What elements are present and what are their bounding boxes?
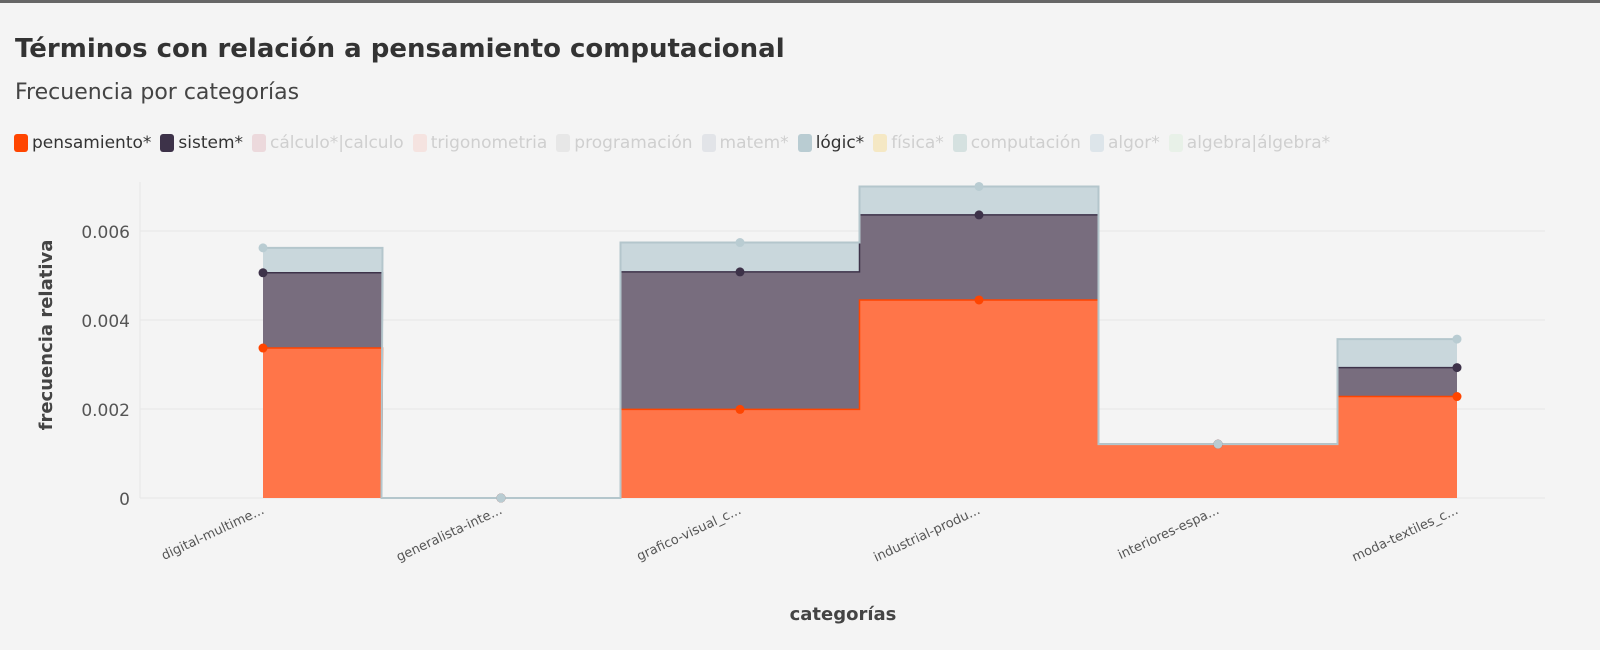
legend-item-10[interactable]: algebra|álgebra* — [1168, 133, 1331, 153]
legend-label: matem* — [719, 133, 789, 153]
legend-item-7[interactable]: física* — [873, 133, 944, 153]
y-tick-label: 0.004 — [81, 312, 130, 332]
x-tick-label: interiores-espa... — [1116, 503, 1222, 563]
legend-item-6[interactable]: lógic* — [797, 133, 865, 153]
x-tick-label: grafico-visual_c... — [635, 503, 744, 565]
legend-label: lógic* — [815, 133, 865, 153]
y-tick-label: 0.002 — [81, 401, 130, 421]
data-point — [1213, 439, 1223, 449]
legend-swatch — [1089, 134, 1104, 152]
legend-item-8[interactable]: computación — [952, 133, 1081, 153]
data-point — [974, 210, 984, 220]
legend: pensamiento* sistem* cálculo*|calculo trigo… — [14, 132, 1339, 154]
x-tick-label: digital-multime... — [159, 503, 266, 564]
legend-label: trigonometria — [430, 133, 548, 153]
y-tick-label: 0 — [119, 490, 130, 510]
x-axis-title: categorías — [790, 604, 897, 625]
legend-swatch — [701, 134, 716, 152]
data-point — [974, 295, 984, 305]
legend-item-2[interactable]: cálculo*|calculo — [252, 133, 404, 153]
legend-label: sistem* — [178, 133, 244, 153]
y-tick-label: 0.006 — [81, 223, 130, 243]
data-point — [735, 238, 745, 248]
legend-item-0[interactable]: pensamiento* — [14, 133, 151, 153]
legend-swatch — [797, 134, 812, 152]
legend-label: algor* — [1107, 133, 1160, 153]
legend-item-4[interactable]: programación — [556, 133, 693, 153]
legend-item-9[interactable]: algor* — [1089, 133, 1160, 153]
legend-swatch — [952, 134, 967, 152]
legend-swatch — [160, 134, 175, 152]
x-tick-label: generalista-inte... — [394, 503, 504, 565]
data-point — [258, 243, 268, 253]
x-tick-label: moda-textiles_c... — [1350, 503, 1461, 565]
data-point — [1452, 363, 1462, 373]
data-point — [974, 181, 984, 191]
legend-label: programación — [574, 133, 693, 153]
chart-title: Términos con relación a pensamiento comp… — [15, 34, 785, 64]
data-point — [258, 268, 268, 278]
legend-label: pensamiento* — [32, 133, 152, 153]
legend-swatch — [556, 134, 571, 152]
data-point — [735, 404, 745, 414]
legend-swatch — [14, 134, 28, 152]
data-point — [496, 493, 506, 503]
legend-label: algebra|álgebra* — [1186, 133, 1331, 153]
legend-label: computación — [970, 133, 1081, 153]
y-axis-title: frecuencia relativa — [36, 240, 57, 431]
series-line-2 — [263, 185, 1457, 499]
x-tick-label: industrial-produ... — [872, 503, 983, 565]
legend-item-5[interactable]: matem* — [701, 133, 789, 153]
legend-item-3[interactable]: trigonometria — [412, 133, 548, 153]
legend-swatch — [873, 134, 888, 152]
data-point — [1452, 392, 1462, 402]
data-point — [258, 343, 268, 353]
chart-subtitle: Frecuencia por categorías — [15, 80, 300, 105]
top-border — [0, 0, 1600, 3]
legend-swatch — [1168, 134, 1183, 152]
legend-swatch — [412, 134, 427, 152]
legend-label: física* — [891, 133, 944, 153]
legend-item-1[interactable]: sistem* — [160, 133, 243, 153]
data-point — [1452, 334, 1462, 344]
legend-label: cálculo*|calculo — [270, 133, 404, 153]
data-point — [735, 267, 745, 277]
legend-swatch — [252, 134, 267, 152]
